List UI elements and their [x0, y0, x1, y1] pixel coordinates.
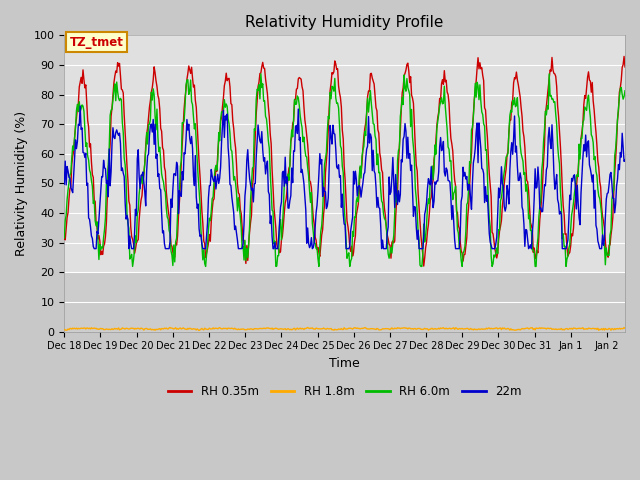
Text: TZ_tmet: TZ_tmet: [70, 36, 124, 48]
X-axis label: Time: Time: [329, 357, 360, 370]
Title: Relativity Humidity Profile: Relativity Humidity Profile: [246, 15, 444, 30]
Legend: RH 0.35m, RH 1.8m, RH 6.0m, 22m: RH 0.35m, RH 1.8m, RH 6.0m, 22m: [163, 380, 526, 403]
Bar: [64, 272, 625, 332]
Y-axis label: Relativity Humidity (%): Relativity Humidity (%): [15, 111, 28, 256]
